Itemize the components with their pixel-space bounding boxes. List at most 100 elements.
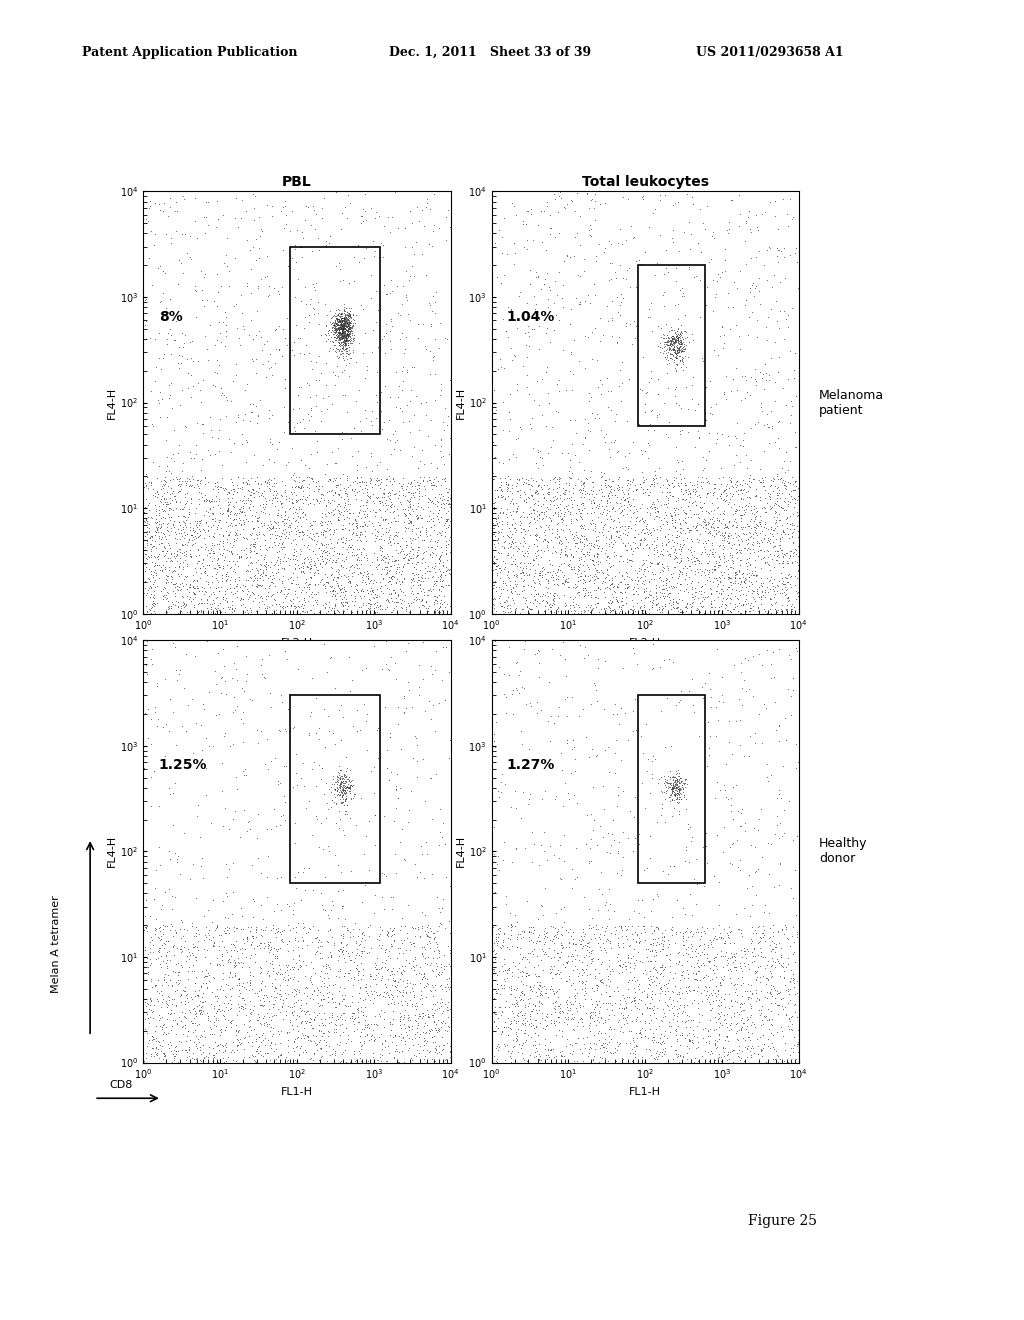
Point	[348, 999, 365, 1020]
Point	[349, 539, 366, 560]
Point	[512, 944, 528, 965]
Point	[598, 1038, 614, 1059]
Point	[220, 1010, 237, 1031]
Point	[403, 562, 420, 583]
Point	[663, 333, 679, 354]
Point	[599, 1034, 615, 1055]
Point	[142, 586, 159, 607]
Point	[261, 284, 278, 305]
Point	[217, 923, 233, 944]
Point	[222, 512, 239, 533]
Point	[172, 480, 188, 502]
Point	[385, 528, 401, 549]
Point	[762, 475, 778, 496]
Point	[423, 768, 439, 789]
Point	[488, 927, 505, 948]
Point	[673, 330, 689, 351]
Point	[715, 535, 731, 556]
Point	[514, 734, 530, 755]
Point	[243, 1001, 259, 1022]
Point	[258, 558, 274, 579]
Point	[538, 917, 554, 939]
Point	[153, 470, 169, 491]
Point	[327, 585, 343, 606]
Point	[373, 507, 389, 528]
Point	[372, 536, 388, 557]
Point	[583, 1006, 599, 1027]
Point	[217, 407, 233, 428]
Point	[331, 981, 347, 1002]
Point	[441, 515, 458, 536]
Point	[325, 306, 341, 327]
Point	[305, 1049, 322, 1071]
Point	[759, 239, 775, 260]
Point	[624, 599, 640, 620]
Point	[666, 990, 682, 1011]
Point	[251, 478, 267, 499]
Point	[613, 572, 630, 593]
Point	[551, 381, 567, 403]
Point	[722, 318, 738, 339]
Point	[356, 561, 373, 582]
Point	[423, 474, 439, 495]
Point	[340, 315, 356, 337]
Point	[766, 517, 782, 539]
Point	[788, 540, 805, 561]
Point	[768, 545, 784, 566]
Point	[223, 441, 240, 462]
Point	[526, 1047, 543, 1068]
Point	[762, 533, 778, 554]
Point	[166, 511, 182, 532]
Point	[258, 1011, 274, 1032]
Point	[272, 684, 289, 705]
Point	[774, 550, 791, 572]
Point	[592, 308, 608, 329]
Point	[234, 467, 251, 488]
Point	[338, 327, 354, 348]
Point	[385, 968, 401, 989]
Point	[660, 776, 677, 797]
Point	[424, 1019, 440, 1040]
Point	[390, 937, 407, 958]
Point	[763, 470, 779, 491]
Point	[429, 529, 445, 550]
Point	[153, 515, 169, 536]
Point	[236, 1014, 252, 1035]
Point	[178, 474, 195, 495]
Point	[751, 512, 767, 533]
Point	[372, 1027, 388, 1048]
Point	[524, 318, 541, 339]
Point	[768, 290, 784, 312]
Point	[163, 232, 179, 253]
Point	[690, 572, 707, 593]
Point	[673, 964, 689, 985]
Point	[416, 585, 432, 606]
Point	[664, 327, 680, 348]
Point	[415, 595, 431, 616]
Point	[427, 979, 443, 1001]
Point	[723, 989, 739, 1010]
Point	[649, 473, 666, 494]
Point	[750, 412, 766, 433]
Point	[626, 502, 642, 523]
Point	[497, 487, 513, 508]
Point	[549, 921, 565, 942]
Point	[660, 570, 677, 591]
Point	[720, 1043, 736, 1064]
Point	[484, 585, 501, 606]
Point	[246, 583, 262, 605]
Point	[416, 595, 432, 616]
Point	[370, 962, 386, 983]
Point	[772, 528, 788, 549]
Point	[328, 997, 344, 1018]
Point	[325, 318, 341, 339]
Point	[266, 520, 283, 541]
Point	[268, 473, 285, 494]
Point	[614, 486, 631, 507]
Point	[515, 1008, 531, 1030]
Point	[155, 715, 171, 737]
Point	[700, 550, 717, 572]
Point	[380, 482, 396, 503]
Point	[145, 451, 162, 473]
Point	[281, 255, 297, 276]
